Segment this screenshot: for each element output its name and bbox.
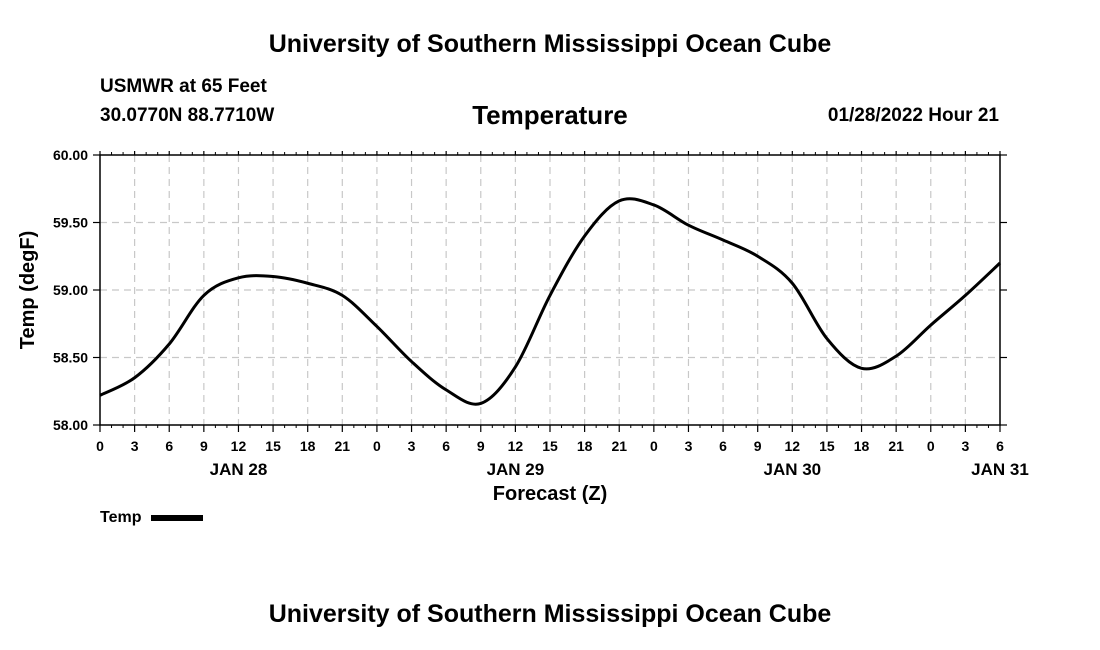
legend-line-swatch: [151, 515, 204, 521]
axis-ticks: 58.00 58.50 59.00 59.50 60.00 0 3 6 9 12 15 18 21 0 3 6…: [53, 147, 1029, 479]
x-tick-label: 6: [996, 438, 1004, 454]
datetime-label: 01/28/2022 Hour 21: [827, 105, 999, 126]
x-tick-label: 21: [888, 438, 904, 454]
legend: Temp: [100, 509, 204, 527]
station-label: USMWR at 65 Feet: [100, 76, 267, 97]
x-tick-label: 9: [200, 438, 208, 454]
x-tick-label: 18: [300, 438, 316, 454]
x-tick-label: 6: [442, 438, 450, 454]
y-tick-label: 60.00: [53, 147, 88, 163]
x-tick-label: 9: [754, 438, 762, 454]
x-tick-label: 3: [408, 438, 416, 454]
x-tick-label: 12: [785, 438, 801, 454]
date-label: JAN 30: [763, 460, 821, 479]
date-label: JAN 28: [210, 460, 268, 479]
x-tick-label: 0: [373, 438, 381, 454]
x-tick-label: 15: [819, 438, 835, 454]
x-tick-label: 15: [265, 438, 281, 454]
x-tick-label: 3: [685, 438, 693, 454]
page-footer-title: University of Southern Mississippi Ocean…: [268, 600, 832, 628]
x-tick-label: 3: [961, 438, 969, 454]
coordinates-label: 30.0770N 88.7710W: [100, 105, 275, 126]
x-tick-label: 3: [131, 438, 139, 454]
series-layer: [99, 197, 1002, 406]
x-tick-label: 6: [165, 438, 173, 454]
date-label: JAN 31: [971, 460, 1029, 479]
x-tick-label: 0: [96, 438, 104, 454]
date-label: JAN 29: [487, 460, 545, 479]
x-tick-label: 12: [508, 438, 524, 454]
x-tick-label: 0: [927, 438, 935, 454]
page-title: University of Southern Mississippi Ocean…: [268, 30, 832, 58]
legend-label: Temp: [100, 509, 142, 526]
y-axis-label: Temp (degF): [17, 231, 39, 350]
x-tick-label: 9: [477, 438, 485, 454]
x-tick-label: 21: [335, 438, 351, 454]
x-tick-label: 15: [542, 438, 558, 454]
x-tick-label: 18: [854, 438, 870, 454]
x-tick-label: 21: [611, 438, 627, 454]
y-tick-label: 58.50: [53, 350, 88, 366]
chart-title: Temperature: [472, 100, 628, 130]
x-tick-label: 6: [719, 438, 727, 454]
x-tick-label: 0: [650, 438, 658, 454]
x-axis-label: Forecast (Z): [493, 483, 607, 505]
x-tick-label: 12: [231, 438, 247, 454]
x-tick-label: 18: [577, 438, 593, 454]
grid: [100, 155, 1000, 425]
y-tick-label: 59.50: [53, 215, 88, 231]
series-line-temp: [99, 197, 1002, 406]
y-tick-label: 58.00: [53, 417, 88, 433]
y-tick-label: 59.00: [53, 282, 88, 298]
